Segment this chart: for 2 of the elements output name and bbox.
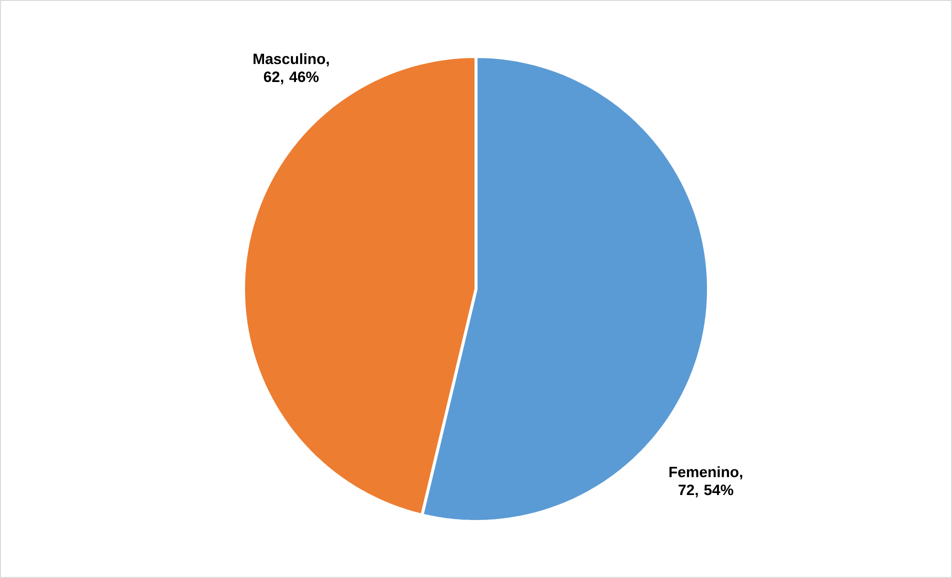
data-label: Femenino, 72, 54% — [669, 466, 742, 498]
data-label: Masculino, 62, 46% — [254, 53, 329, 84]
